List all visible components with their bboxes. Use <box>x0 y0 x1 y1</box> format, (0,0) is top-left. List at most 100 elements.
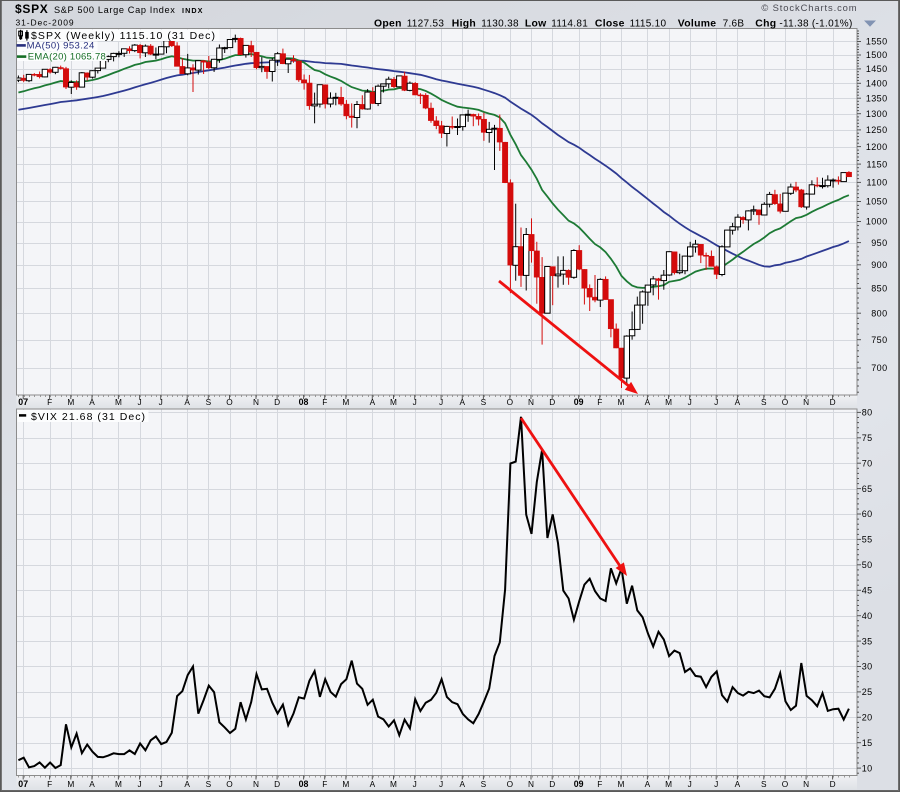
svg-text:O: O <box>226 397 233 407</box>
svg-text:$VIX 21.68 (31 Dec): $VIX 21.68 (31 Dec) <box>31 411 146 423</box>
svg-text:A: A <box>184 397 190 407</box>
svg-text:J: J <box>688 397 692 407</box>
svg-text:A: A <box>370 397 376 407</box>
svg-text:D: D <box>830 779 836 789</box>
svg-text:1100: 1100 <box>867 178 888 188</box>
svg-text:700: 700 <box>871 363 887 373</box>
svg-text:M: M <box>390 779 397 789</box>
svg-text:80: 80 <box>862 408 873 418</box>
svg-text:1127.53: 1127.53 <box>407 19 445 30</box>
svg-text:Open: Open <box>374 19 402 30</box>
svg-text:S: S <box>206 397 212 407</box>
svg-text:09: 09 <box>574 779 584 789</box>
svg-text:J: J <box>413 779 417 789</box>
svg-text:D: D <box>830 397 836 407</box>
svg-text:$SPX: $SPX <box>15 2 49 16</box>
svg-text:45: 45 <box>862 585 873 595</box>
svg-text:10: 10 <box>862 763 873 773</box>
svg-text:A: A <box>645 779 651 789</box>
svg-text:1550: 1550 <box>866 37 888 47</box>
svg-text:20: 20 <box>862 712 873 722</box>
svg-text:08: 08 <box>299 779 309 789</box>
svg-text:1114.81: 1114.81 <box>551 19 588 30</box>
svg-text:M: M <box>115 397 122 407</box>
svg-text:A: A <box>89 397 95 407</box>
svg-text:900: 900 <box>871 260 887 270</box>
svg-text:M: M <box>115 779 122 789</box>
svg-text:M: M <box>665 779 672 789</box>
svg-text:J: J <box>159 779 163 789</box>
svg-text:09: 09 <box>574 397 584 407</box>
svg-text:A: A <box>459 397 465 407</box>
svg-text:J: J <box>138 397 142 407</box>
svg-text:M: M <box>67 779 74 789</box>
svg-text:S&P 500 Large Cap Index: S&P 500 Large Cap Index <box>54 5 176 15</box>
svg-text:A: A <box>184 779 190 789</box>
svg-text:J: J <box>714 397 718 407</box>
svg-text:D: D <box>274 779 280 789</box>
svg-text:1130.38: 1130.38 <box>481 19 519 30</box>
svg-text:15: 15 <box>862 738 873 748</box>
svg-text:F: F <box>47 779 52 789</box>
svg-text:1400: 1400 <box>866 79 888 89</box>
svg-text:S: S <box>206 779 212 789</box>
svg-text:70: 70 <box>862 458 873 468</box>
svg-text:55: 55 <box>862 535 873 545</box>
svg-text:M: M <box>390 397 397 407</box>
svg-text:1050: 1050 <box>866 197 888 207</box>
svg-text:J: J <box>688 779 692 789</box>
svg-text:1200: 1200 <box>866 142 888 152</box>
svg-text:750: 750 <box>871 335 887 345</box>
svg-text:A: A <box>459 779 465 789</box>
svg-text:35: 35 <box>862 636 873 646</box>
svg-text:O: O <box>782 397 789 407</box>
svg-text:7.6B: 7.6B <box>723 19 745 30</box>
svg-text:M: M <box>665 397 672 407</box>
svg-text:MA(50) 953.24: MA(50) 953.24 <box>27 41 95 52</box>
svg-text:O: O <box>507 397 514 407</box>
svg-text:65: 65 <box>862 484 873 494</box>
svg-text:Chg: Chg <box>755 19 776 30</box>
svg-text:A: A <box>735 779 741 789</box>
svg-text:D: D <box>549 397 555 407</box>
svg-text:J: J <box>439 779 443 789</box>
svg-text:07: 07 <box>18 779 28 789</box>
svg-text:Close: Close <box>595 19 625 30</box>
svg-text:O: O <box>782 779 789 789</box>
svg-text:N: N <box>253 397 259 407</box>
svg-text:07: 07 <box>18 397 28 407</box>
svg-text:N: N <box>803 397 809 407</box>
svg-text:D: D <box>274 397 280 407</box>
svg-text:Low: Low <box>525 19 547 30</box>
svg-text:N: N <box>803 779 809 789</box>
svg-text:950: 950 <box>871 238 887 248</box>
svg-text:1115.10: 1115.10 <box>630 19 667 30</box>
svg-text:S: S <box>481 779 487 789</box>
svg-text:Volume: Volume <box>678 19 717 30</box>
svg-text:J: J <box>439 397 443 407</box>
svg-text:J: J <box>138 779 142 789</box>
svg-text:F: F <box>47 397 52 407</box>
svg-text:60: 60 <box>862 509 873 519</box>
svg-text:O: O <box>507 779 514 789</box>
svg-text:N: N <box>528 397 534 407</box>
svg-text:J: J <box>413 397 417 407</box>
svg-text:S: S <box>481 397 487 407</box>
svg-text:J: J <box>159 397 163 407</box>
svg-text:M: M <box>67 397 74 407</box>
svg-text:A: A <box>370 779 376 789</box>
svg-text:F: F <box>322 779 327 789</box>
svg-text:25: 25 <box>862 687 873 697</box>
svg-text:30: 30 <box>862 662 873 672</box>
svg-text:EMA(20) 1065.78: EMA(20) 1065.78 <box>28 52 106 63</box>
svg-text:S: S <box>761 779 767 789</box>
svg-text:1300: 1300 <box>866 109 888 119</box>
svg-text:F: F <box>597 397 602 407</box>
svg-text:1450: 1450 <box>866 64 888 74</box>
svg-text:F: F <box>597 779 602 789</box>
svg-text:850: 850 <box>871 283 887 293</box>
svg-text:S: S <box>761 397 767 407</box>
svg-text:F: F <box>322 397 327 407</box>
svg-text:© StockCharts.com: © StockCharts.com <box>761 2 857 13</box>
svg-text:N: N <box>528 779 534 789</box>
